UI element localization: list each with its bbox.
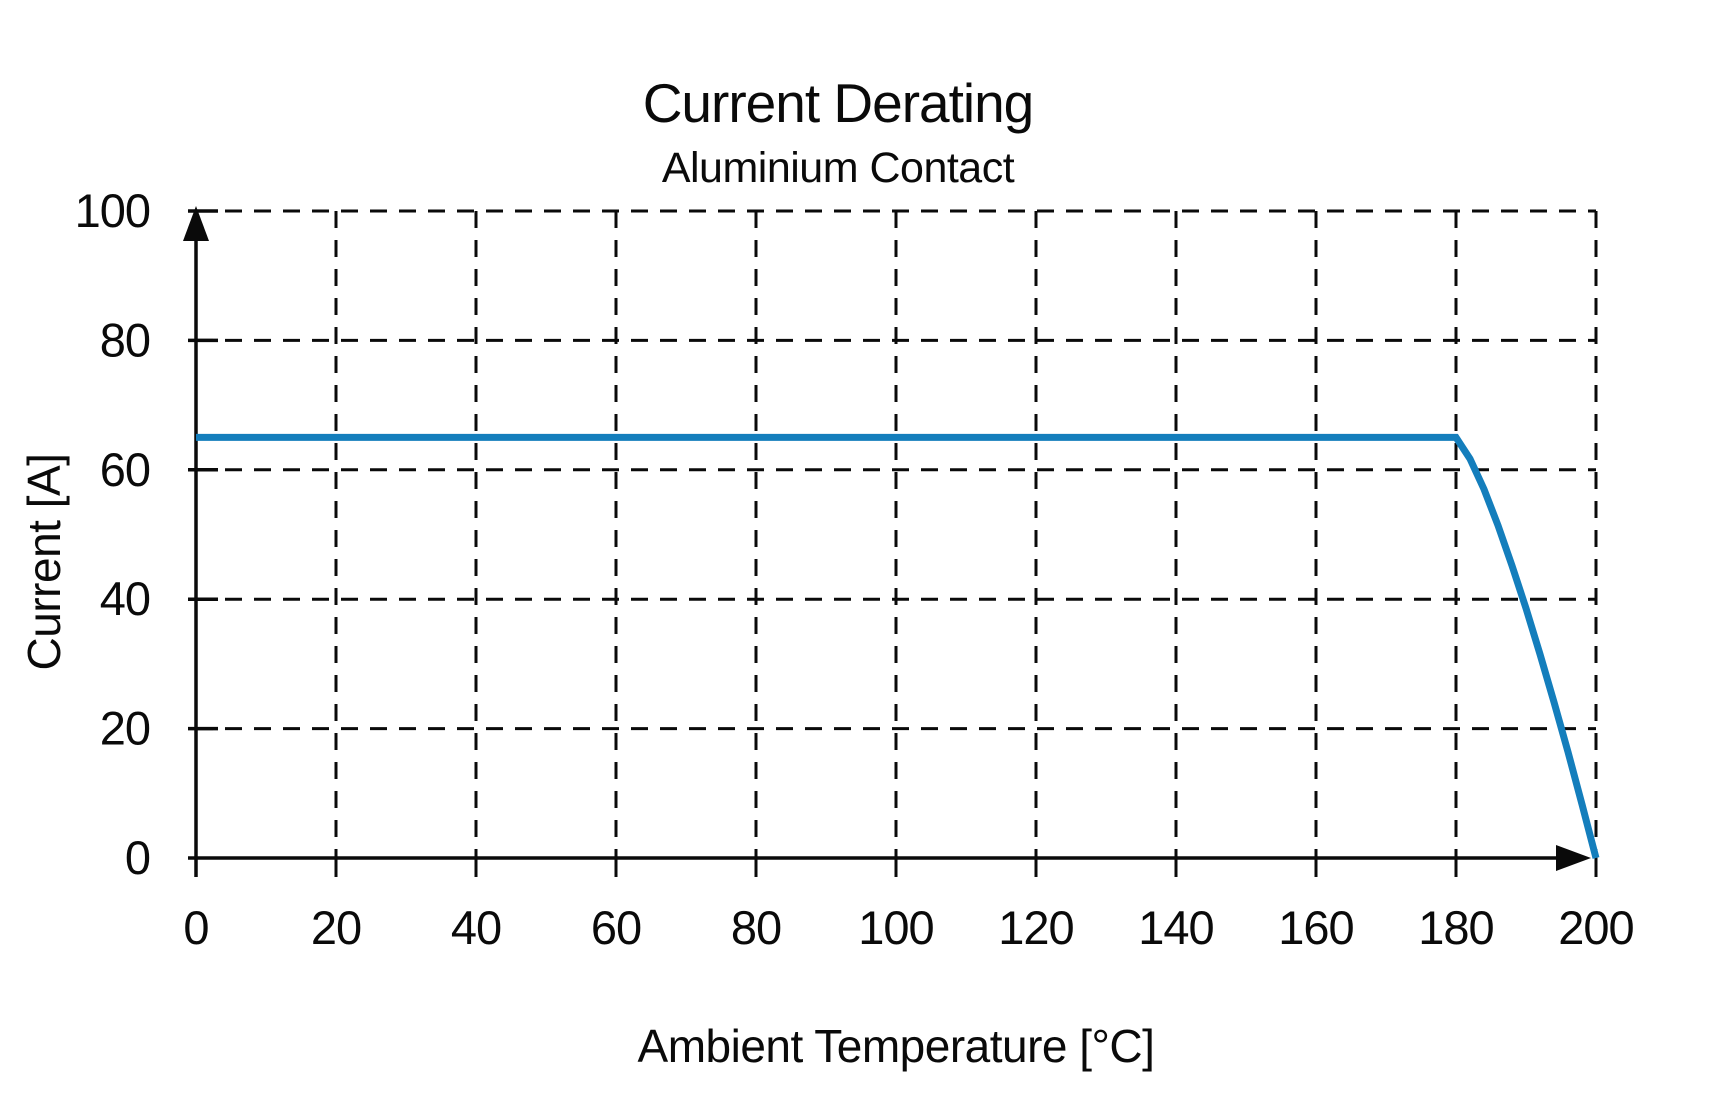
x-tick-label: 60 [591,901,641,954]
y-tick-label: 20 [100,702,150,755]
derating-curve [196,433,1600,859]
y-tick-label: 100 [75,184,150,237]
series-layer [196,433,1600,859]
chart-title: Current Derating [643,72,1034,134]
x-tick-label: 180 [1418,901,1493,954]
y-axis-arrow-icon [183,206,209,241]
chart-subtitle: Aluminium Contact [662,144,1015,192]
axis-layer [183,206,1591,877]
x-tick-label: 200 [1558,901,1633,954]
x-axis-arrow-icon [1556,845,1591,871]
x-axis-title: Ambient Temperature [°C] [638,1020,1155,1072]
x-tick-label: 80 [731,901,781,954]
y-tick-label: 0 [125,831,150,884]
y-tick-label: 40 [100,572,150,625]
grid-layer [188,209,1598,877]
y-tick-label: 80 [100,313,150,366]
x-tick-label: 120 [998,901,1073,954]
x-tick-label: 40 [451,901,501,954]
y-axis-title: Current [A] [18,454,70,671]
x-tick-label: 140 [1138,901,1213,954]
x-tick-label: 160 [1278,901,1353,954]
tick-label-layer: 0 20 40 60 80 100 120 140 160 180 200 0 20 40 60 80 100 [75,184,1635,954]
x-tick-label: 100 [858,901,933,954]
y-tick-label: 60 [100,443,150,496]
x-tick-label: 0 [183,901,208,954]
x-tick-label: 20 [311,901,361,954]
